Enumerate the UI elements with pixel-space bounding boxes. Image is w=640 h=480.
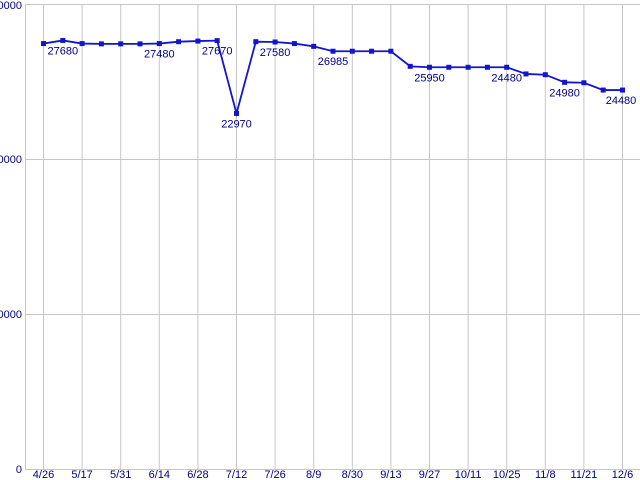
y-tick-label: 10000 bbox=[0, 309, 22, 321]
point-value-label: 24480 bbox=[606, 95, 637, 107]
point-value-label: 27670 bbox=[202, 46, 233, 58]
data-point-marker bbox=[349, 48, 355, 54]
point-value-label: 24480 bbox=[491, 72, 522, 84]
data-point-marker bbox=[388, 48, 394, 54]
point-value-label: 26985 bbox=[318, 56, 349, 68]
x-tick-label: 10/25 bbox=[493, 469, 521, 480]
x-tick-label: 11/8 bbox=[535, 469, 556, 480]
y-tick-label: 20000 bbox=[0, 154, 22, 166]
x-tick-label: 4/26 bbox=[33, 469, 54, 480]
x-tick-label: 5/17 bbox=[71, 469, 92, 480]
x-tick-label: 8/9 bbox=[306, 469, 321, 480]
data-point-marker bbox=[98, 41, 104, 47]
data-point-marker bbox=[291, 41, 297, 47]
x-tick-label: 10/11 bbox=[455, 469, 482, 480]
data-point-marker bbox=[484, 64, 490, 70]
data-point-marker bbox=[427, 64, 432, 70]
point-value-label: 22970 bbox=[221, 118, 252, 130]
point-value-label: 27580 bbox=[260, 47, 291, 59]
point-value-label: 24980 bbox=[549, 87, 580, 99]
data-point-marker bbox=[311, 43, 317, 49]
data-point-marker bbox=[407, 63, 413, 69]
point-value-label: 25950 bbox=[414, 72, 445, 84]
data-point-marker bbox=[195, 38, 201, 44]
data-point-marker bbox=[600, 87, 606, 93]
data-point-marker bbox=[542, 72, 548, 78]
x-tick-label: 6/28 bbox=[187, 469, 208, 480]
data-point-marker bbox=[234, 110, 239, 116]
data-point-marker bbox=[137, 41, 143, 47]
data-point-marker bbox=[272, 39, 278, 45]
data-point-marker bbox=[214, 38, 220, 44]
data-point-marker bbox=[446, 64, 452, 70]
data-point-marker bbox=[330, 48, 336, 54]
y-tick-label: 0 bbox=[16, 464, 22, 476]
point-value-label: 27480 bbox=[144, 49, 175, 61]
data-point-marker bbox=[465, 64, 471, 70]
x-tick-label: 11/21 bbox=[571, 469, 598, 480]
x-tick-label: 6/14 bbox=[149, 469, 170, 480]
y-tick-label: 30000 bbox=[0, 0, 22, 12]
data-point-marker bbox=[253, 39, 259, 45]
data-point-marker bbox=[562, 79, 568, 85]
data-point-marker bbox=[581, 80, 587, 86]
data-point-marker bbox=[523, 71, 529, 77]
data-point-marker bbox=[156, 41, 162, 47]
data-point-marker bbox=[504, 64, 510, 70]
data-point-marker bbox=[79, 41, 85, 47]
data-point-marker bbox=[369, 48, 375, 54]
x-tick-label: 12/6 bbox=[612, 469, 633, 480]
x-tick-label: 5/31 bbox=[110, 469, 131, 480]
data-point-marker bbox=[118, 41, 124, 47]
data-point-marker bbox=[176, 39, 182, 45]
x-tick-label: 8/30 bbox=[342, 469, 363, 480]
x-tick-label: 7/12 bbox=[226, 469, 247, 480]
data-point-marker bbox=[41, 41, 46, 47]
data-point-marker bbox=[60, 37, 66, 43]
data-point-marker bbox=[620, 87, 625, 93]
x-tick-label: 7/26 bbox=[264, 469, 285, 480]
x-tick-label: 9/13 bbox=[380, 469, 401, 480]
x-tick-label: 9/27 bbox=[419, 469, 440, 480]
point-value-label: 27680 bbox=[48, 45, 79, 57]
